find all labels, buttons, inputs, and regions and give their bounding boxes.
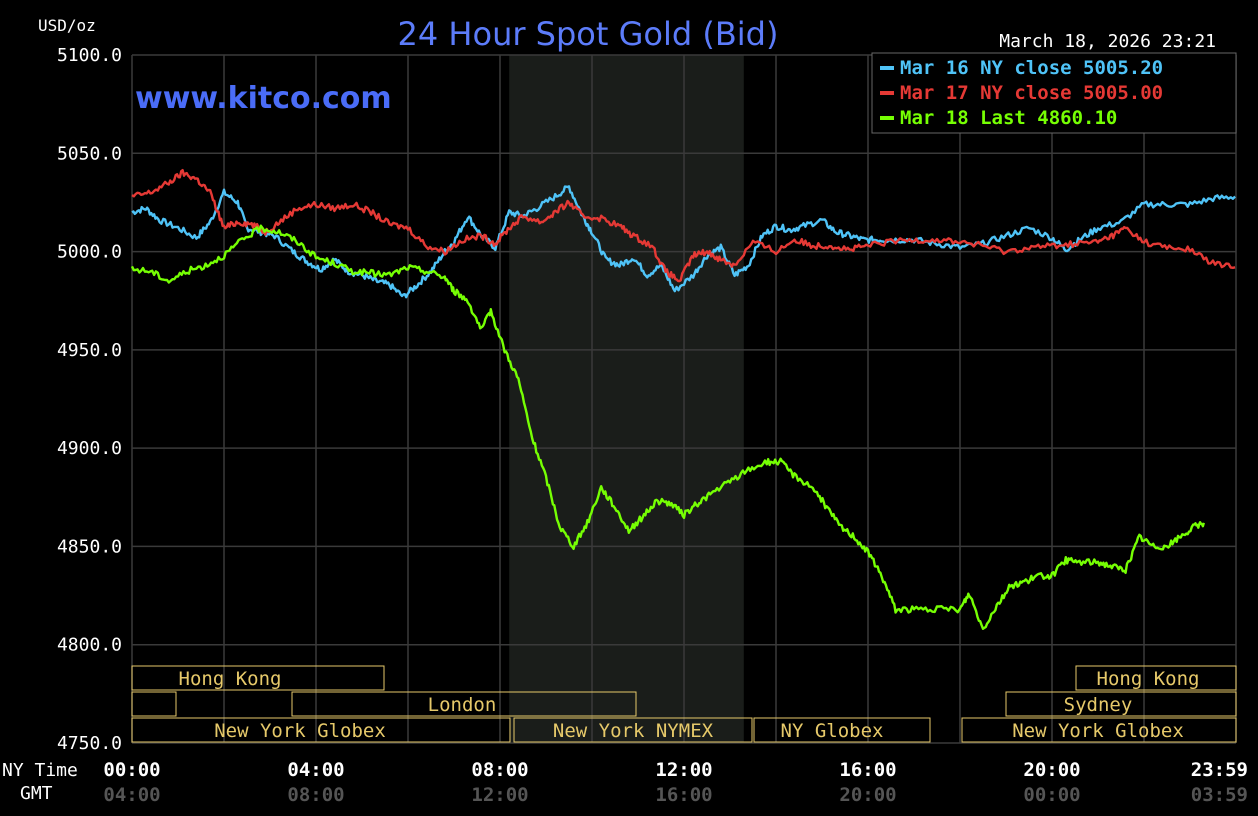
ny-time-tick: 20:00: [1023, 759, 1080, 781]
gmt-tick: 16:00: [655, 784, 712, 806]
gmt-tick: 03:59: [1191, 784, 1248, 806]
market-sessions: Hong Kong London New York Globex New Yor…: [131, 665, 1237, 743]
ny-time-tick: 04:00: [287, 759, 344, 781]
session-ny-nymex: New York NYMEX: [553, 720, 714, 742]
y-tick-label: 4900.0: [57, 438, 122, 459]
session-box-ny-globex-2: [753, 717, 931, 743]
y-tick-label: 5000.0: [57, 242, 122, 263]
session-hong-kong: Hong Kong: [179, 668, 282, 690]
y-tick-label: 4950.0: [57, 340, 122, 361]
ny-time-tick: 16:00: [839, 759, 896, 781]
gmt-tick: 04:00: [103, 784, 160, 806]
y-tick-label: 4850.0: [57, 536, 122, 557]
gmt-label: GMT: [20, 783, 53, 804]
nymex-shaded-region: [509, 55, 744, 743]
legend-entry-mar17: Mar 17 NY close 5005.00: [900, 82, 1163, 104]
session-box-ny-nymex: [513, 717, 753, 743]
y-tick-label: 5050.0: [57, 143, 122, 164]
session-ny-globex-3: New York Globex: [1012, 720, 1184, 742]
session-box-london: [291, 691, 637, 717]
legend-entry-mar18: Mar 18 Last 4860.10: [900, 107, 1117, 129]
gmt-tick: 20:00: [839, 784, 896, 806]
ny-time-label: NY Time: [2, 760, 78, 781]
series-line-1: [131, 168, 1236, 283]
gmt-tick: 00:00: [1023, 784, 1080, 806]
y-axis-ticks: 4750.0 4800.0 4850.0 4900.0 4950.0 5000.0 5050…: [57, 45, 122, 754]
legend: Mar 16 NY close 5005.20 Mar 17 NY close …: [871, 52, 1237, 134]
chart-title: 24 Hour Spot Gold (Bid): [398, 15, 779, 53]
series-lines: [130, 168, 1236, 630]
ny-time-tick: 08:00: [471, 759, 528, 781]
x-axis-ticks: 00:00 04:00 04:00 08:00 08:00 12:00 12:00 16:00…: [103, 759, 1248, 806]
legend-entry-mar16: Mar 16 NY close 5005.20: [900, 57, 1163, 79]
session-hong-kong-2: Hong Kong: [1097, 668, 1200, 690]
ny-time-tick: 23:59: [1191, 759, 1248, 781]
ny-time-tick: 12:00: [655, 759, 712, 781]
timestamp: March 18, 2026 23:21: [999, 31, 1216, 52]
y-tick-label: 5100.0: [57, 45, 122, 66]
series-line-2: [130, 224, 1205, 630]
y-units-label: USD/oz: [38, 16, 96, 35]
ny-time-tick: 00:00: [103, 759, 160, 781]
session-ny-globex-2: NY Globex: [781, 720, 884, 742]
session-box-ny-globex-1: [131, 717, 511, 743]
session-box-ny-globex-3: [961, 717, 1237, 743]
gmt-tick: 08:00: [287, 784, 344, 806]
y-tick-label: 4750.0: [57, 733, 122, 754]
series-line-0: [131, 185, 1236, 299]
session-sydney: Sydney: [1064, 694, 1133, 716]
grid-lines: [131, 54, 1237, 744]
session-ny-globex-1: New York Globex: [214, 720, 386, 742]
y-tick-label: 4800.0: [57, 635, 122, 656]
session-box-hong-kong: [131, 665, 385, 691]
website-watermark: www.kitco.com: [135, 81, 392, 116]
session-box-pre-london: [131, 691, 177, 717]
session-box-sydney: [1005, 691, 1237, 717]
gmt-tick: 12:00: [471, 784, 528, 806]
session-london: London: [428, 694, 497, 716]
legend-box: [871, 52, 1237, 134]
session-box-hong-kong-2: [1075, 665, 1237, 691]
